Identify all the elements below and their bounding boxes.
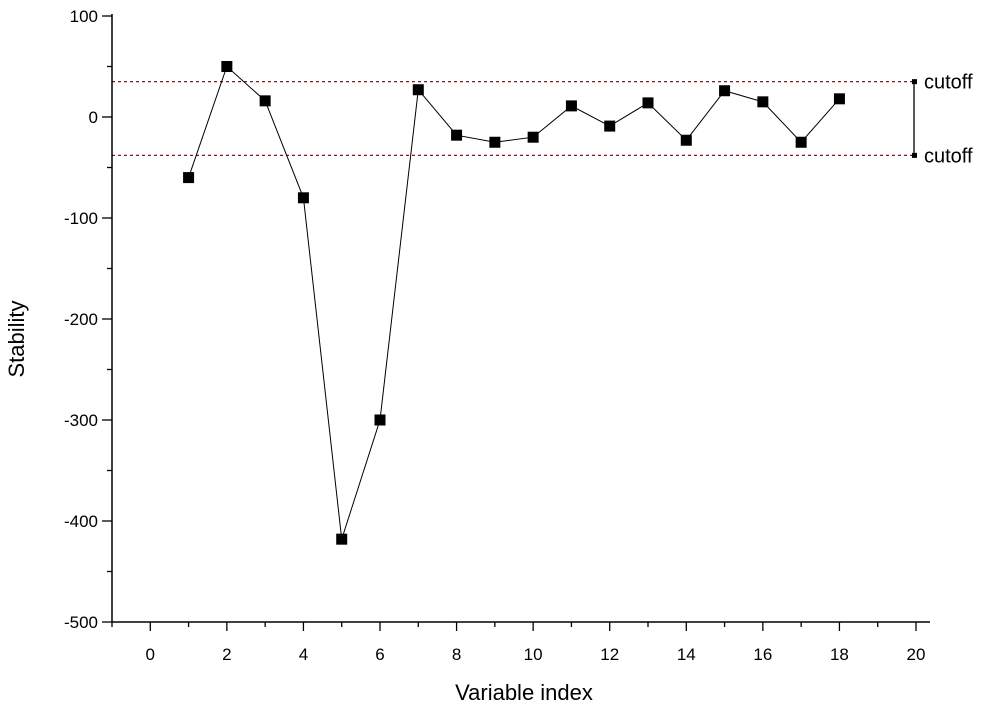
- data-point: [489, 136, 501, 148]
- axes: [111, 14, 930, 623]
- data-point: [680, 134, 692, 146]
- y-tick-label: 100: [70, 7, 98, 26]
- x-tick-label: 8: [452, 645, 461, 664]
- series-polyline: [188, 65, 840, 540]
- y-tick-label: -100: [64, 209, 98, 228]
- y-axis-title: Stability: [4, 300, 29, 377]
- data-point: [374, 414, 386, 426]
- x-tick-label: 6: [375, 645, 384, 664]
- cutoff-label: cutoff: [924, 72, 973, 94]
- cutoff-lines: [112, 81, 914, 156]
- data-point: [604, 120, 616, 132]
- series-line: [188, 65, 840, 540]
- data-point: [183, 172, 195, 184]
- x-tick-label: 4: [299, 645, 308, 664]
- x-tick-label: 0: [146, 645, 155, 664]
- x-tick-label: 16: [753, 645, 772, 664]
- cutoff-bracket: cutoff cutoff: [912, 72, 973, 167]
- y-tick-label: -500: [64, 613, 98, 632]
- data-point: [833, 93, 845, 105]
- x-tick-label: 18: [830, 645, 849, 664]
- y-tick-label: -200: [64, 310, 98, 329]
- x-tick-label: 14: [677, 645, 696, 664]
- data-point: [757, 96, 769, 108]
- x-tick-label: 20: [907, 645, 926, 664]
- data-point: [795, 136, 807, 148]
- data-point: [527, 131, 539, 143]
- data-point: [297, 192, 309, 204]
- x-tick-label: 12: [600, 645, 619, 664]
- x-tick-label: 2: [222, 645, 231, 664]
- data-point: [259, 95, 271, 107]
- cutoff-label: cutoff: [924, 145, 973, 167]
- data-point: [412, 84, 424, 96]
- x-axis-ticks: 0 2 4 6 8 10 12 14 16 18 20: [111, 622, 926, 664]
- data-points: [183, 61, 845, 545]
- data-point: [642, 97, 654, 109]
- data-point: [336, 533, 348, 545]
- data-point: [451, 129, 463, 141]
- data-point: [221, 61, 233, 72]
- y-axis-ticks: 100 0 -100 -200 -300 -400 -500: [64, 7, 112, 632]
- y-tick-label: 0: [89, 108, 98, 127]
- y-tick-label: -400: [64, 512, 98, 531]
- x-tick-label: 10: [524, 645, 543, 664]
- x-axis-title: Variable index: [455, 680, 593, 705]
- y-tick-label: -300: [64, 411, 98, 430]
- data-point: [719, 85, 731, 97]
- data-point: [565, 100, 577, 112]
